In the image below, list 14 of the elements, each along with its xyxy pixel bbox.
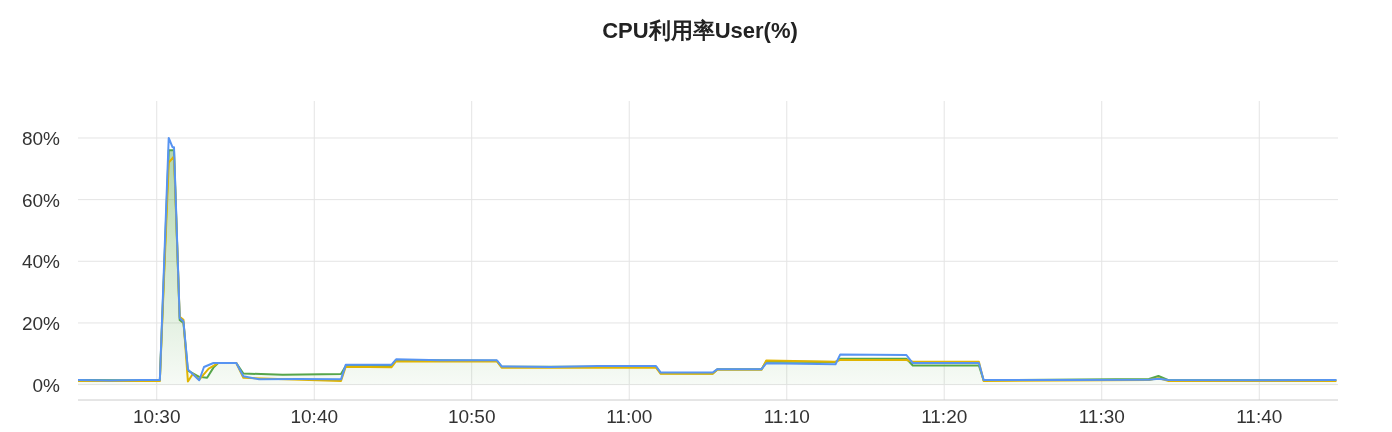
x-tick-label: 10:40 [290,406,339,427]
x-tick-label: 11:20 [921,406,968,427]
x-tick-label: 10:30 [132,406,181,427]
chart-title: CPU利用率User(%) [602,18,798,43]
y-tick-label: 60% [21,189,61,211]
x-tick-label: 11:00 [606,406,653,427]
y-tick-label: 20% [21,312,61,334]
x-tick-label: 11:40 [1236,406,1283,427]
x-tick-label: 11:10 [763,406,810,427]
x-tick-label: 10:50 [447,406,496,427]
y-tick-label: 80% [21,127,61,149]
y-tick-label: 0% [32,374,61,396]
y-tick-label: 40% [21,251,61,273]
x-tick-label: 11:30 [1078,406,1125,427]
